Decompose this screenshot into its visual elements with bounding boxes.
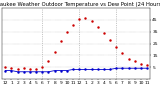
Title: Milwaukee Weather Outdoor Temperature vs Dew Point (24 Hours): Milwaukee Weather Outdoor Temperature vs… xyxy=(0,2,160,7)
